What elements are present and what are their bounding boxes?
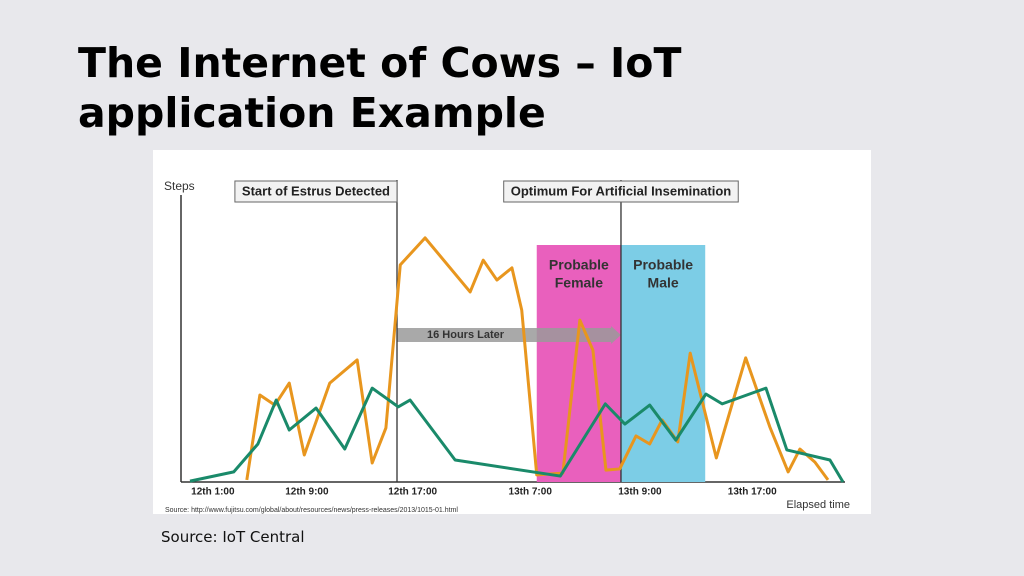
x-tick-label: 13th 9:00 — [618, 487, 662, 498]
band — [536, 245, 621, 482]
marker-label: Start of Estrus Detected — [242, 183, 390, 198]
band-label: Male — [648, 275, 679, 291]
y-axis-label: Steps — [164, 179, 195, 193]
series-line — [189, 386, 845, 483]
x-tick-label: 12th 1:00 — [191, 487, 235, 498]
x-tick-label: 13th 17:00 — [728, 487, 777, 498]
marker-box — [234, 180, 398, 203]
x-axis-label: Elapsed time — [786, 499, 850, 511]
caption: Source: IoT Central — [161, 528, 305, 546]
chart-source: Source: http://www.fujitsu.com/global/ab… — [165, 507, 458, 514]
band-label: Probable — [549, 257, 609, 273]
marker-label: Optimum For Artificial Insemination — [511, 183, 732, 198]
slide-title: The Internet of Cows – IoT application E… — [78, 39, 682, 137]
arrow — [397, 326, 621, 344]
band-label: Female — [555, 275, 603, 291]
chart: Steps Elapsed time Source: http://www.fu… — [153, 150, 871, 514]
x-tick-label: 13th 7:00 — [509, 487, 553, 498]
marker-box — [503, 180, 739, 203]
x-tick-label: 12th 17:00 — [388, 487, 437, 498]
arrow-label: 16 Hours Later — [427, 329, 505, 341]
x-tick-label: 12th 9:00 — [285, 487, 329, 498]
band-label: Probable — [633, 257, 693, 273]
band — [620, 245, 706, 482]
